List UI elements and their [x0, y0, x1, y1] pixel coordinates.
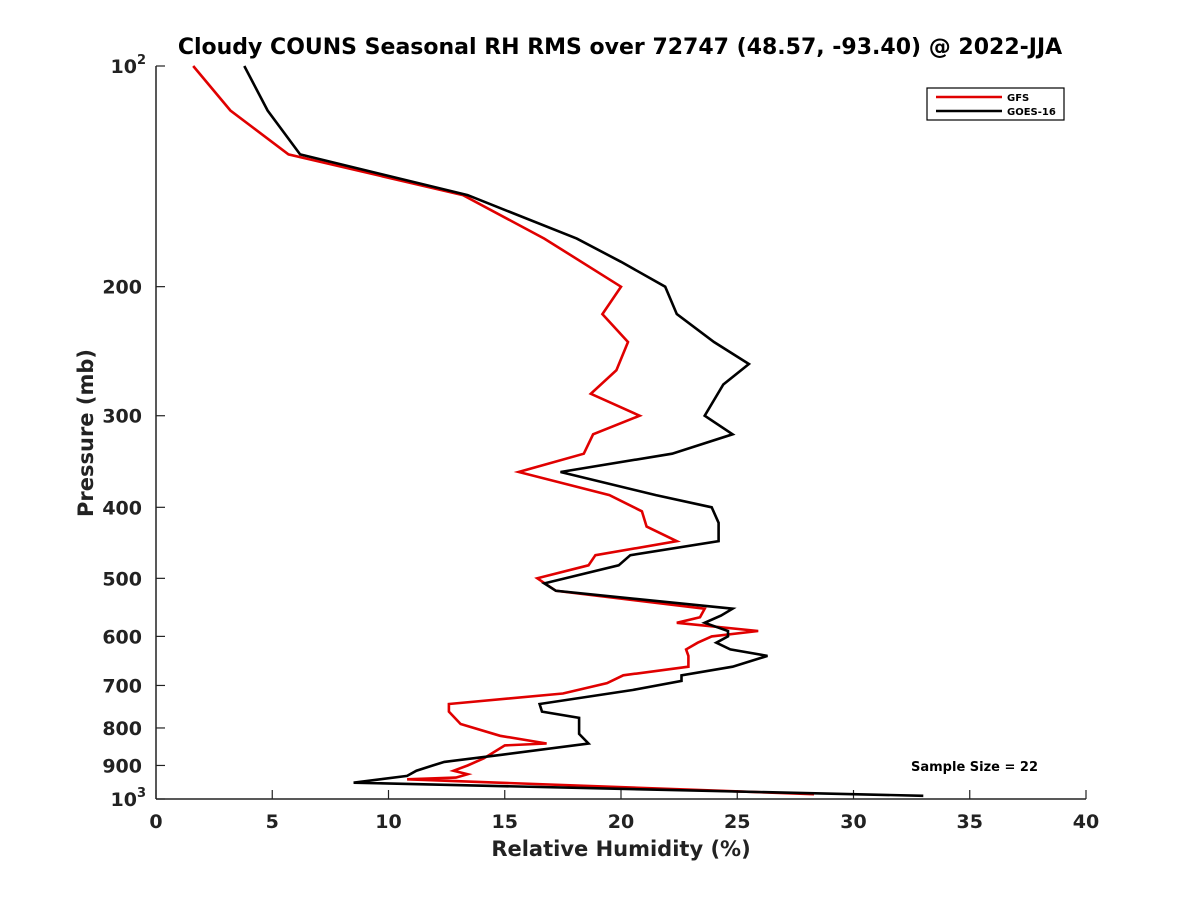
x-axis-label: Relative Humidity (%) [491, 837, 750, 861]
x-tick-label: 40 [1073, 811, 1099, 833]
y-tick-label: 400 [102, 497, 142, 519]
x-tick-label: 0 [149, 811, 162, 833]
x-tick-label: 25 [724, 811, 750, 833]
legend-box [926, 87, 1065, 121]
sample-size-annotation: Sample Size = 22 [911, 760, 1038, 775]
plot-area [156, 66, 1086, 799]
x-tick-label: 35 [957, 811, 983, 833]
y-tick-label: 102 [111, 53, 147, 78]
series-line-goes16 [243, 65, 924, 798]
y-tick-label: 300 [102, 406, 142, 428]
y-tick-label: 900 [102, 755, 142, 777]
x-tick-label: 15 [492, 811, 518, 833]
x-tick-label: 30 [840, 811, 866, 833]
y-tick-label: 800 [102, 718, 142, 740]
series-line-gfs [192, 65, 815, 796]
x-axis-ticks: 0 5 10 15 20 25 30 35 40 [149, 790, 1099, 833]
x-tick-label: 20 [608, 811, 634, 833]
y-tick-label: 200 [102, 277, 142, 299]
legend: GFS GOES-16 [926, 87, 1065, 121]
y-axis-label: Pressure (mb) [74, 349, 98, 517]
legend-label-gfs: GFS [1007, 93, 1029, 104]
y-tick-label: 600 [102, 626, 142, 648]
y-axis-ticks: 102 200 300 400 500 600 700 800 900 103 [102, 53, 165, 811]
series-lines [192, 65, 924, 798]
y-tick-label: 700 [102, 675, 142, 697]
x-tick-label: 5 [266, 811, 279, 833]
legend-label-goes16: GOES-16 [1007, 107, 1056, 118]
chart-title: Cloudy COUNS Seasonal RH RMS over 72747 … [178, 35, 1062, 60]
y-tick-label: 500 [102, 568, 142, 590]
x-tick-label: 10 [375, 811, 401, 833]
y-tick-label: 103 [111, 786, 147, 811]
